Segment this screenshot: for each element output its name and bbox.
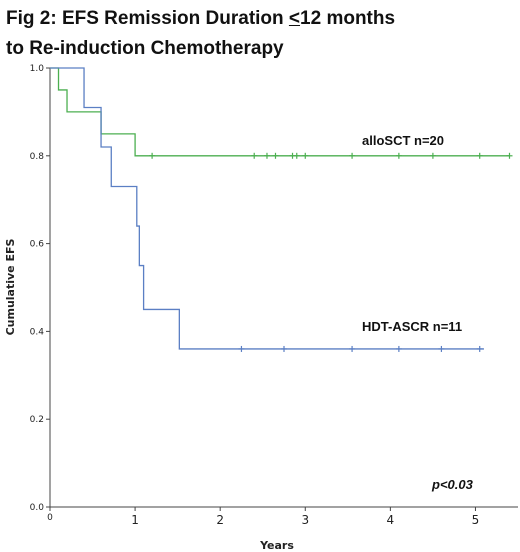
series-layer (50, 67, 513, 352)
x-tick-label: 2 (216, 513, 224, 527)
y-axis-title: Cumulative EFS (4, 239, 17, 336)
y-tick-label: 0.8 (30, 152, 45, 162)
alloSCT-label: alloSCT n=20 (362, 133, 444, 148)
x-tick-label: 5 (472, 513, 480, 527)
title-text-start: Fig 2: EFS Remission Duration (6, 8, 289, 29)
hdt-ascr-label: HDT-ASCR n=11 (362, 319, 462, 334)
title-le-symbol: < (288, 8, 301, 29)
y-tick-label: 1.0 (30, 64, 45, 74)
axes (49, 68, 518, 508)
y-ticks: 0.0 0.2 0.4 0.6 0.8 1.0 (30, 64, 50, 513)
x-ticks: 0 1 2 3 4 5 (47, 507, 479, 527)
p-value-label: p<0.03 (431, 477, 474, 492)
y-tick-label: 0.4 (30, 327, 45, 337)
y-tick-label: 0.0 (30, 503, 45, 513)
chart-title: Fig 2: EFS Remission Duration <12 months… (6, 4, 516, 64)
x-axis-title: Years (259, 539, 294, 552)
x-tick-label: 4 (387, 513, 395, 527)
series-line-hdt-ascr (50, 67, 484, 350)
x-tick-label: 0 (47, 513, 53, 523)
chart-title-line-1: Fig 2: EFS Remission Duration <12 months (6, 4, 516, 34)
y-tick-label: 0.2 (30, 415, 44, 425)
title-text-end: 12 months (300, 8, 396, 29)
chart-title-line-2: to Re-induction Chemotherapy (6, 38, 284, 59)
y-tick-label: 0.6 (30, 240, 45, 250)
x-tick-label: 1 (131, 513, 139, 527)
x-tick-label: 3 (301, 513, 309, 527)
series-hdt-ascr (50, 67, 484, 352)
